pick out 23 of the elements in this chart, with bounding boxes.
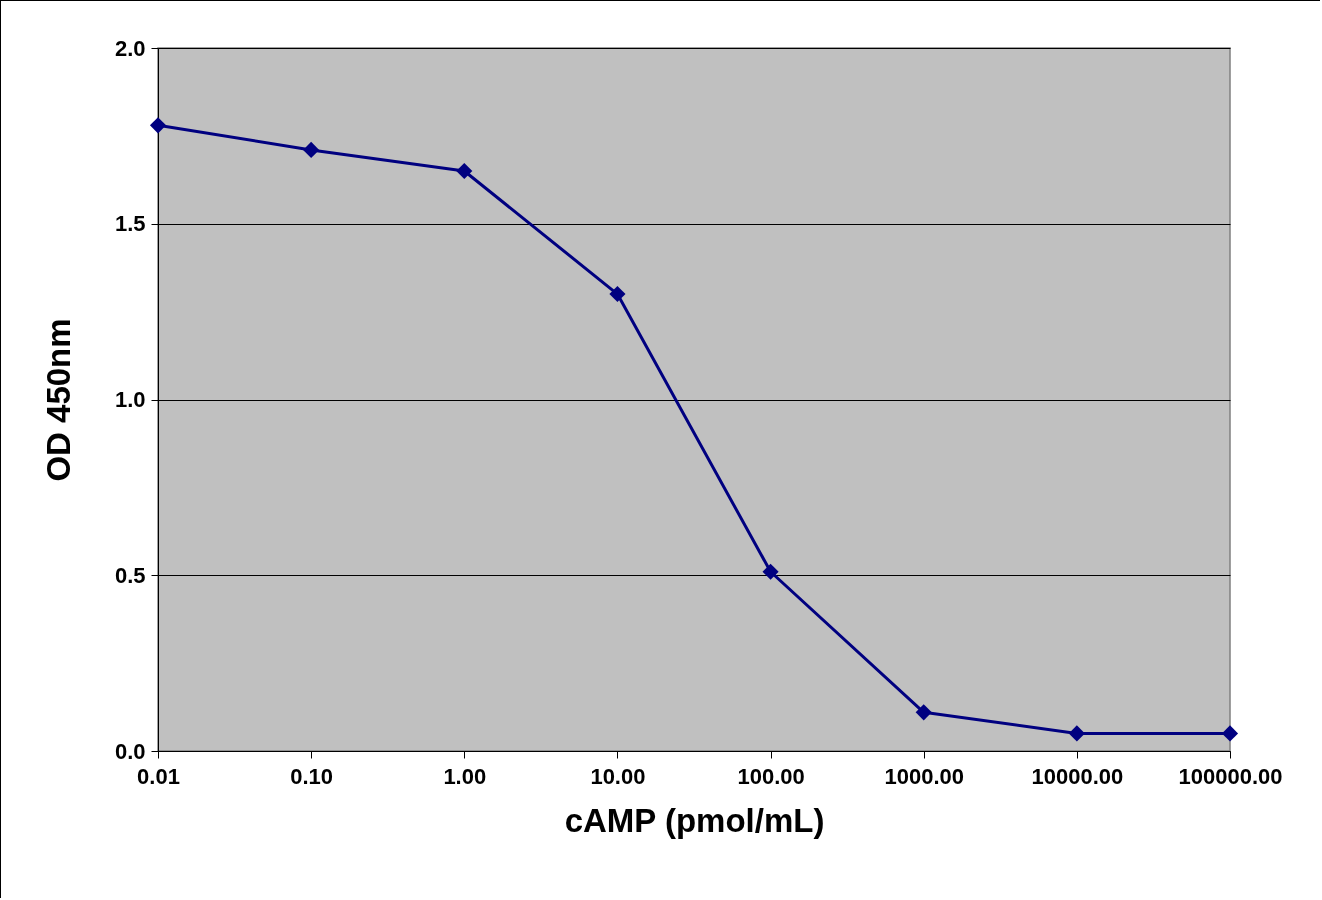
- y-tick-label: 1.5: [114, 211, 146, 237]
- y-axis-title: OD 450nm: [39, 318, 77, 482]
- x-axis-title: cAMP (pmol/mL): [564, 801, 825, 839]
- y-tick-label: 2.0: [114, 35, 146, 61]
- x-tick-label: 10.00: [590, 763, 646, 789]
- point: [149, 117, 167, 134]
- point: [303, 141, 320, 158]
- x-tick-label: 1.00: [443, 763, 487, 789]
- x-tick-label: 0.01: [137, 763, 180, 789]
- point: [762, 563, 779, 580]
- point: [609, 285, 626, 303]
- y-tick-label: 1.0: [114, 387, 146, 412]
- x-tick-label: 0.10: [290, 763, 334, 789]
- point: [915, 704, 932, 721]
- y-tick-label: 0.5: [114, 562, 146, 588]
- point: [1068, 725, 1085, 742]
- point: [456, 162, 473, 180]
- x-tick-label: 1000.00: [884, 763, 964, 789]
- y-tick-label: 0.0: [114, 738, 146, 764]
- x-tick-label: 100.00: [737, 763, 805, 789]
- x-tick-label: 100000.00: [1178, 763, 1283, 789]
- x-tick-label: 10000.00: [1031, 763, 1124, 789]
- point: [1221, 725, 1239, 742]
